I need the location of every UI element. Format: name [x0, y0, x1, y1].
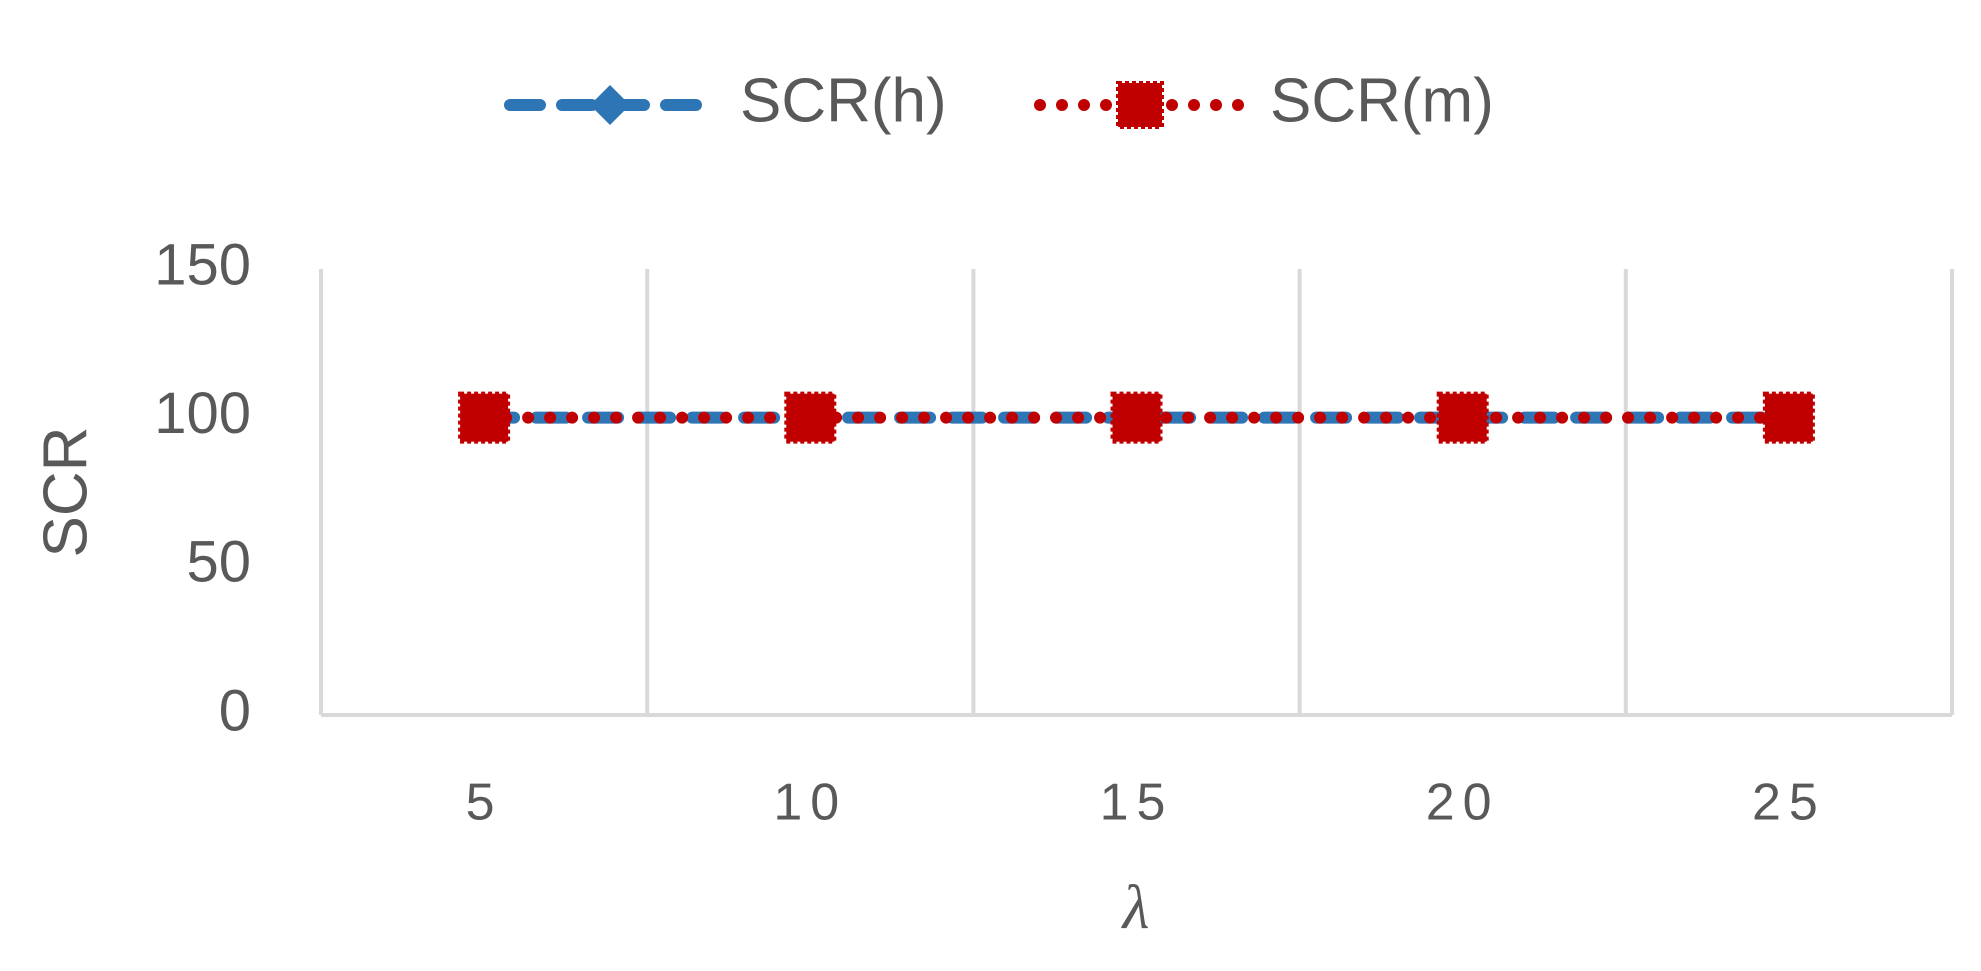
data-point	[590, 85, 630, 125]
y-tick-label: 100	[154, 381, 251, 446]
legend-label: SCR(h)	[740, 66, 947, 135]
legend-item: SCR(h)	[504, 66, 947, 135]
data-point	[458, 391, 511, 444]
data-point	[1436, 391, 1489, 444]
x-tick-label: 25	[1752, 774, 1826, 832]
x-tick-label: 15	[1100, 774, 1174, 832]
y-tick-label: 150	[154, 232, 251, 297]
data-point	[1116, 81, 1164, 129]
y-axis-label: SCR	[31, 427, 100, 558]
x-tick-label: 20	[1426, 774, 1500, 832]
y-tick-label: 0	[219, 678, 251, 743]
legend-label: SCR(m)	[1270, 66, 1494, 135]
y-tick-label: 50	[186, 530, 251, 595]
x-axis-label: λ	[1121, 874, 1150, 942]
legend-item: SCR(m)	[1034, 66, 1494, 135]
x-tick-label: 10	[773, 774, 847, 832]
data-point	[784, 391, 837, 444]
data-point	[1762, 391, 1815, 444]
data-point	[1110, 391, 1163, 444]
x-tick-label: 5	[466, 774, 503, 832]
